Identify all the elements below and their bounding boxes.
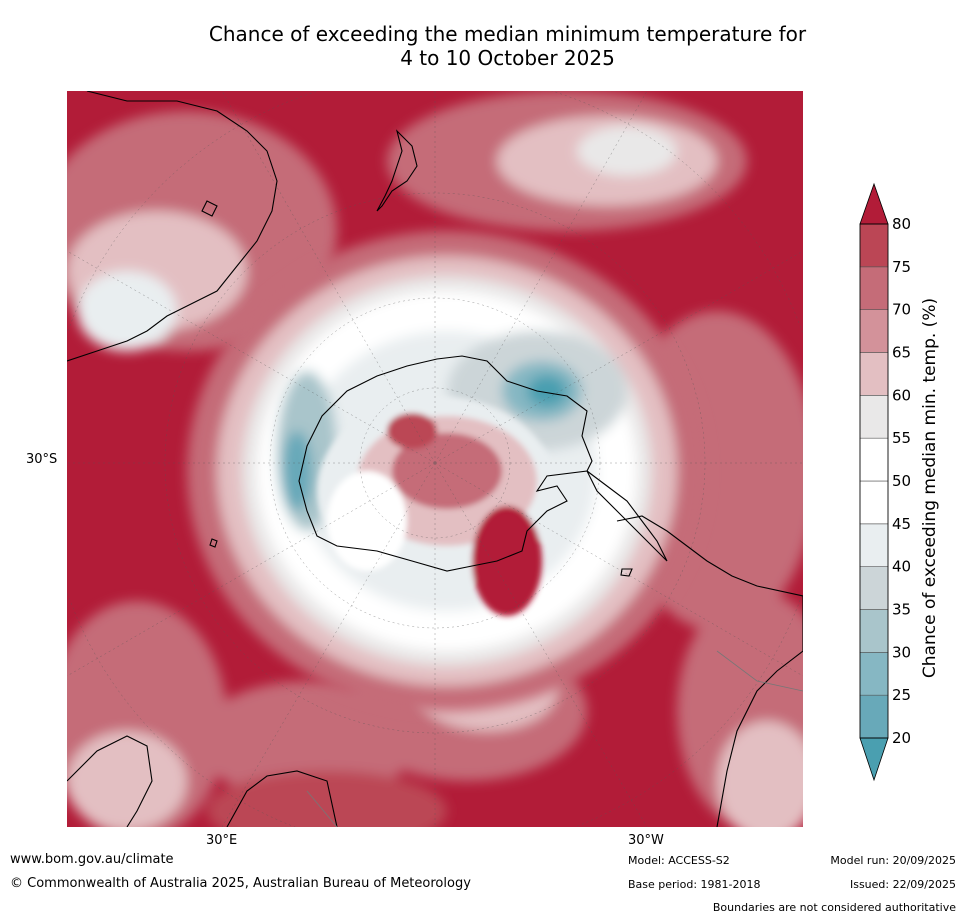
colorbar-band-25-30 xyxy=(859,652,889,696)
colorbar-band-20-25 xyxy=(859,694,889,739)
colorbar-extend-above-80 xyxy=(859,182,889,225)
lon-label-30w: 30°W xyxy=(628,833,664,848)
falkland-islands xyxy=(620,568,633,577)
colorbar-band-45-50 xyxy=(859,480,889,525)
colorbar-band-65-70 xyxy=(859,309,889,353)
colorbar-tick-60: 60 xyxy=(892,386,911,404)
new-zealand-coast xyxy=(376,129,418,212)
lat-label-30s: 30°S xyxy=(26,452,58,467)
colorbar-band-40-45 xyxy=(859,523,889,567)
australia-coast xyxy=(67,91,278,362)
colorbar-band-55-60 xyxy=(859,395,889,439)
coastlines xyxy=(67,91,803,827)
africa-east-coast xyxy=(226,770,338,827)
colorbar-tick-25: 25 xyxy=(892,686,911,704)
colorbar-band-35-40 xyxy=(859,566,889,610)
map-title: Chance of exceeding the median minimum t… xyxy=(60,22,955,70)
footer-model: Model: ACCESS-S2 xyxy=(628,854,730,867)
colorbar-tick-55: 55 xyxy=(892,429,911,447)
south-america-coast xyxy=(616,515,803,827)
footer-url[interactable]: www.bom.gov.au/climate xyxy=(10,852,174,867)
colorbar-swatches xyxy=(859,182,889,782)
colorbar-outline xyxy=(859,223,889,739)
colorbar-tick-30: 30 xyxy=(892,643,911,661)
antarctica-interior xyxy=(317,396,557,616)
colorbar-tick-70: 70 xyxy=(892,301,911,319)
colorbar-tick-40: 40 xyxy=(892,558,911,576)
footer-issued: Issued: 22/09/2025 xyxy=(849,878,956,891)
colorbar: 20 25 30 35 40 45 50 55 60 65 70 75 80 xyxy=(858,182,965,782)
colorbar-extend-below-20 xyxy=(859,737,889,782)
antarctic-peninsula xyxy=(586,470,668,562)
probability-map xyxy=(67,91,803,827)
footer-base-period: Base period: 1981-2018 xyxy=(628,878,761,891)
colorbar-band-60-65 xyxy=(859,352,889,396)
footer-disclaimer: Boundaries are not considered authoritat… xyxy=(712,901,956,914)
title-line-1: Chance of exceeding the median minimum t… xyxy=(208,22,807,46)
colorbar-ticks: 20 25 30 35 40 45 50 55 60 65 70 75 80 xyxy=(892,215,911,747)
colorbar-tick-45: 45 xyxy=(892,515,911,533)
colorbar-tick-65: 65 xyxy=(892,344,911,362)
lon-label-30e: 30°E xyxy=(206,833,238,848)
graticule xyxy=(67,91,803,827)
colorbar-tick-75: 75 xyxy=(892,258,911,276)
colorbar-tick-80: 80 xyxy=(892,215,911,233)
antarctica-coast xyxy=(298,355,593,572)
country-boundaries xyxy=(306,650,803,827)
colorbar-band-70-75 xyxy=(859,266,889,310)
footer-copyright: © Commonwealth of Australia 2025, Austra… xyxy=(10,876,471,891)
map-svg xyxy=(67,91,803,827)
footer-model-run: Model run: 20/09/2025 xyxy=(830,854,956,867)
kerguelen-island xyxy=(209,538,218,548)
colorbar-label: Chance of exceeding median min. temp. (%… xyxy=(920,297,941,679)
colorbar-tick-35: 35 xyxy=(892,601,911,619)
tasmania-coast xyxy=(201,200,218,217)
colorbar-band-30-35 xyxy=(859,609,889,653)
colorbar-tick-50: 50 xyxy=(892,472,911,490)
colorbar-tick-20: 20 xyxy=(892,729,911,747)
polar-ring xyxy=(187,231,707,711)
colorbar-band-50-55 xyxy=(859,437,889,482)
africa-coast xyxy=(67,735,153,827)
title-line-2: 4 to 10 October 2025 xyxy=(400,46,615,70)
colorbar-band-75-80 xyxy=(859,223,889,268)
colorbar-svg: 20 25 30 35 40 45 50 55 60 65 70 75 80 xyxy=(859,182,911,782)
